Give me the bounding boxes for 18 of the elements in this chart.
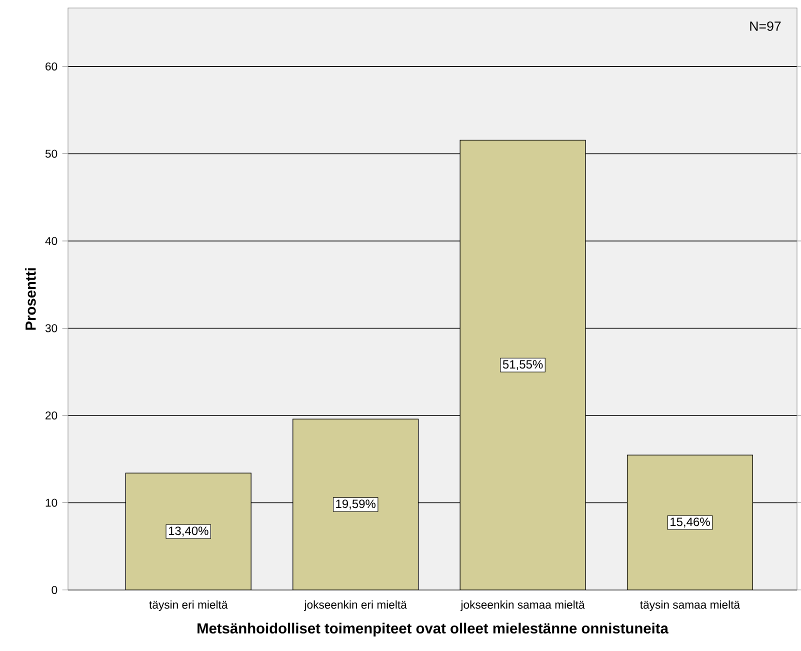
- x-tick-label: jokseenkin eri mieltä: [304, 600, 407, 611]
- y-tick-label: 10: [46, 498, 58, 507]
- x-axis-title: Metsänhoidolliset toimenpiteet ovat olleet mielestänne onnistuneita: [198, 622, 669, 636]
- y-tick-label: 20: [46, 411, 58, 420]
- x-tick-label: täysin eri mieltä: [149, 600, 228, 611]
- y-axis-title: Prosentti: [25, 268, 36, 330]
- x-tick-label: jokseenkin samaa mieltä: [460, 600, 585, 611]
- x-tick-label: täysin samaa mieltä: [640, 600, 740, 611]
- annotation: N=97: [750, 21, 781, 31]
- y-tick-label: 40: [45, 236, 58, 245]
- data-label: 51,55%: [502, 360, 543, 370]
- y-tick-label: 0: [52, 586, 58, 594]
- y-tick-label: 30: [45, 324, 58, 332]
- data-label: 15,46%: [670, 518, 710, 528]
- y-tick-label: 60: [46, 62, 58, 70]
- data-label: 19,59%: [336, 500, 376, 510]
- y-tick-label: 50: [45, 150, 58, 158]
- data-label: 13,40%: [168, 526, 208, 536]
